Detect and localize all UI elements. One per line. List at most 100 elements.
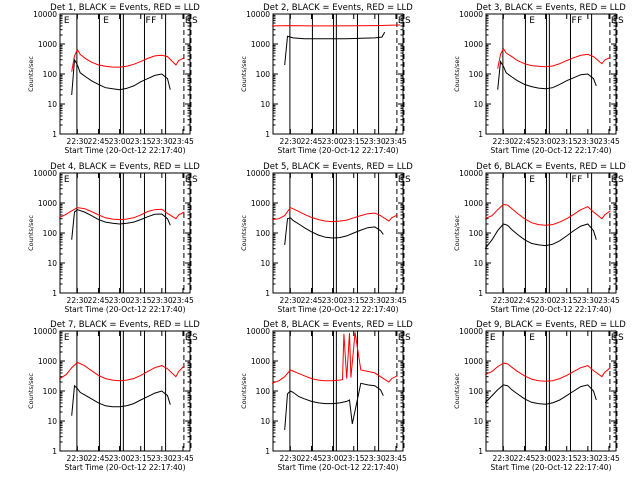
panel-det-7: Det 7, BLACK = Events, RED = LLD 1 10 100 10…: [27, 320, 200, 472]
flag-marker: F: [571, 175, 576, 185]
x-tick-label: 23:30: [577, 137, 599, 146]
x-tick-label: 23:00: [322, 296, 344, 305]
y-tick-label: 10: [260, 100, 270, 109]
series-events: [71, 57, 171, 96]
y-tick-label: 100: [256, 387, 271, 396]
x-tick-label: 23:00: [322, 454, 344, 463]
y-tick-label: 10000: [459, 327, 483, 336]
x-tick-label: 23:45: [385, 454, 407, 463]
flag-marker: S: [405, 175, 411, 185]
x-tick-label: 23:00: [109, 296, 131, 305]
x-tick-label: 22:45: [301, 454, 323, 463]
flag-marker: E: [398, 16, 404, 26]
x-tick-label: 23:00: [322, 137, 344, 146]
x-tick-label: 22:45: [88, 296, 110, 305]
flag-marker: E: [398, 333, 404, 343]
panel-det-8: Det 8, BLACK = Events, RED = LLD 1 10 100 10…: [240, 320, 413, 472]
x-tick-label: 23:15: [343, 454, 365, 463]
y-tick-label: 10: [473, 259, 483, 268]
panel-det-6: Det 6, BLACK = Events, RED = LLD 1 10 100 10…: [453, 162, 626, 314]
series-lld: [71, 48, 185, 72]
x-tick-label: 23:15: [556, 296, 578, 305]
y-tick-label: 10000: [33, 327, 57, 336]
x-tick-label: 23:45: [598, 137, 620, 146]
y-tick-label: 100: [43, 229, 58, 238]
x-axis-label: Start Time (20-Oct-12 22:17:40): [277, 146, 398, 155]
panel-title: Det 2, BLACK = Events, RED = LLD: [263, 3, 413, 13]
flag-marker: E: [64, 333, 70, 343]
series-events: [484, 223, 597, 250]
x-tick-label: 22:30: [67, 454, 89, 463]
panel-title: Det 9, BLACK = Events, RED = LLD: [476, 320, 626, 330]
plot-frame: [272, 172, 404, 294]
panel-det-5: Det 5, BLACK = Events, RED = LLD 1 10 100 10…: [240, 162, 413, 314]
y-tick-label: 100: [43, 70, 58, 79]
flag-marker: E: [529, 16, 535, 26]
y-tick-label: 100: [469, 229, 484, 238]
plot-frame: [272, 330, 404, 452]
x-tick-label: 23:45: [598, 296, 620, 305]
x-tick-label: 23:30: [364, 137, 386, 146]
panel-title: Det 6, BLACK = Events, RED = LLD: [476, 162, 626, 172]
x-tick-label: 23:30: [151, 137, 173, 146]
x-axis-label: Start Time (20-Oct-12 22:17:40): [277, 305, 398, 314]
x-tick-label: 22:30: [493, 454, 515, 463]
y-tick-label: 1: [265, 130, 270, 139]
x-tick-label: 23:45: [172, 296, 194, 305]
flag-marker: E: [611, 16, 617, 26]
x-axis-label: Start Time (20-Oct-12 22:17:40): [490, 146, 611, 155]
flag-marker: S: [618, 175, 624, 185]
x-tick-label: 22:45: [88, 454, 110, 463]
y-tick-label: 10: [47, 259, 57, 268]
panel-det-9: Det 9, BLACK = Events, RED = LLD 1 10 100 10…: [453, 320, 626, 472]
x-tick-label: 23:15: [130, 137, 152, 146]
flag-marker: S: [618, 16, 624, 26]
y-tick-label: 10000: [33, 169, 57, 178]
series-events: [284, 217, 384, 245]
plot-frame: [485, 172, 617, 294]
flag-marker: E: [490, 333, 496, 343]
flag-marker: S: [192, 16, 198, 26]
panel-title: Det 8, BLACK = Events, RED = LLD: [263, 320, 413, 330]
panel-title: Det 3, BLACK = Events, RED = LLD: [476, 3, 626, 13]
x-tick-label: 23:15: [130, 296, 152, 305]
y-tick-label: 1000: [464, 199, 483, 208]
y-tick-label: 100: [256, 70, 271, 79]
y-axis-label: Counts/sec: [240, 56, 248, 92]
y-tick-label: 1000: [38, 40, 57, 49]
x-tick-label: 23:00: [109, 137, 131, 146]
panel-title: Det 5, BLACK = Events, RED = LLD: [263, 162, 413, 172]
x-tick-label: 23:15: [556, 137, 578, 146]
x-tick-label: 22:30: [493, 296, 515, 305]
x-tick-label: 22:45: [514, 137, 536, 146]
x-tick-label: 22:45: [301, 137, 323, 146]
y-axis-label: Counts/sec: [27, 215, 35, 251]
plot-frame: [59, 172, 191, 294]
y-tick-label: 100: [469, 70, 484, 79]
x-tick-label: 23:30: [151, 296, 173, 305]
y-tick-label: 1: [478, 447, 483, 456]
flag-marker: S: [618, 333, 624, 343]
panel-title: Det 1, BLACK = Events, RED = LLD: [50, 3, 200, 13]
y-axis-label: Counts/sec: [27, 373, 35, 409]
y-tick-label: 100: [469, 387, 484, 396]
y-tick-label: 10000: [459, 10, 483, 19]
series-lld: [497, 47, 611, 69]
y-tick-label: 10: [473, 100, 483, 109]
y-tick-label: 1000: [464, 40, 483, 49]
flag-marker: E: [103, 16, 109, 26]
x-tick-label: 23:15: [556, 454, 578, 463]
x-axis-label: Start Time (20-Oct-12 22:17:40): [277, 463, 398, 472]
flag-marker: S: [192, 175, 198, 185]
x-tick-label: 22:30: [493, 137, 515, 146]
x-tick-label: 23:45: [172, 137, 194, 146]
series-lld: [484, 362, 611, 382]
x-tick-label: 23:00: [535, 137, 557, 146]
series-events: [484, 384, 597, 405]
flag-marker: E: [64, 175, 70, 185]
x-axis-label: Start Time (20-Oct-12 22:17:40): [64, 305, 185, 314]
y-tick-label: 1000: [251, 199, 270, 208]
x-tick-label: 23:15: [343, 137, 365, 146]
flag-marker: E: [64, 16, 70, 26]
y-tick-label: 100: [256, 229, 271, 238]
